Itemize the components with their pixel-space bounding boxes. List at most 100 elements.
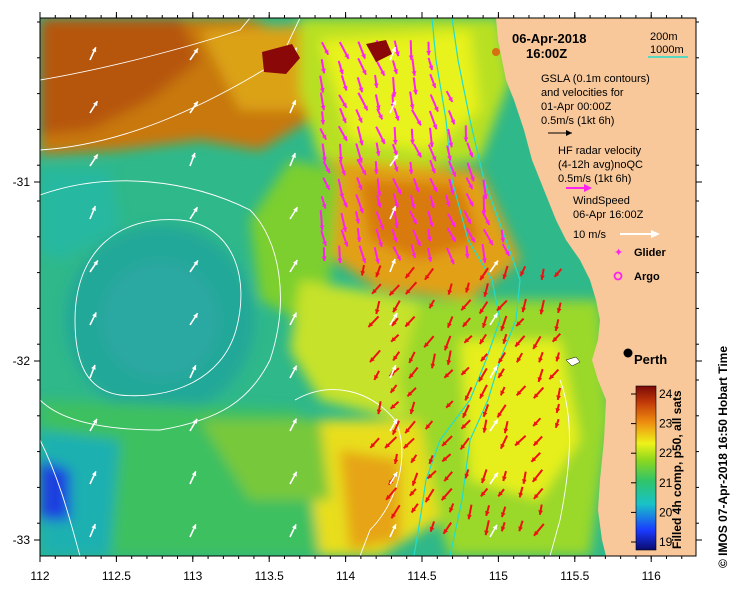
sst-field xyxy=(40,18,696,556)
hf-radar-arrow-head xyxy=(460,444,466,450)
glider-label: Glider xyxy=(634,247,667,259)
x-tick-label: 113 xyxy=(183,569,202,583)
wind-arrow-head xyxy=(392,472,398,478)
hf-radar-arrow-head xyxy=(379,224,385,230)
bathy-contours xyxy=(413,18,521,556)
wind-arrow-head xyxy=(291,100,297,106)
hf-radar-arrow-head xyxy=(403,443,409,449)
bathy-legend-1000m: 1000m xyxy=(650,44,684,56)
hf-radar-arrow-head xyxy=(447,322,452,328)
y-tick-label: -33 xyxy=(13,533,31,547)
wind-arrow-head xyxy=(292,365,297,371)
hf-radar-arrow-head xyxy=(339,69,344,75)
wind-arrow-head xyxy=(391,47,396,53)
hf-radar-arrow-head xyxy=(361,69,367,75)
wind-arrow-head xyxy=(93,260,98,266)
x-tick-label: 112 xyxy=(30,569,49,583)
hf-radar-arrow-head xyxy=(416,120,421,126)
hf-radar-arrow-head xyxy=(463,137,469,142)
wind-arrow-head xyxy=(492,524,497,530)
hf-radar-arrow-head xyxy=(416,152,422,158)
hf-radar-arrow-head xyxy=(515,341,520,347)
wind-arrow-head xyxy=(493,313,498,319)
hf-radar-arrow-head xyxy=(500,237,506,243)
hf-radar-arrow-head xyxy=(425,497,430,503)
wind-arrow-head xyxy=(493,260,499,266)
wind-arrow-head xyxy=(92,418,97,424)
hf-radar-arrow-head xyxy=(496,305,502,311)
hf-radar-arrow-head xyxy=(380,70,385,76)
wind-arrow-head xyxy=(292,418,297,424)
hf-radar-arrow-head xyxy=(533,440,539,446)
hf-radar-arrow-head xyxy=(343,241,349,247)
hf-radar-arrow-head xyxy=(466,218,471,224)
hf-radar-arrow-head xyxy=(461,423,467,429)
hf-radar-arrow-head xyxy=(470,237,475,243)
hf-radar-arrow-head xyxy=(410,203,416,209)
wind-arrow-head xyxy=(291,153,296,159)
hf-radar-arrow-head xyxy=(376,191,382,197)
hf-radar-arrow-head xyxy=(444,372,450,378)
wind-arrow-head xyxy=(393,154,399,160)
hf-radar-arrow-head xyxy=(319,225,325,230)
wind-arrow-head xyxy=(193,101,198,107)
hf-radar-arrow-head xyxy=(444,476,449,482)
x-tick-label: 115 xyxy=(489,569,508,583)
wind-arrow-head xyxy=(391,365,397,371)
hf-radar-arrow-head xyxy=(342,102,347,108)
x-tick-label: 114.5 xyxy=(407,569,436,583)
hf-radar-arrow-head xyxy=(533,493,539,499)
hf-radar-arrow-head xyxy=(409,357,414,363)
hf-radar-arrow-head xyxy=(361,169,366,175)
hf-radar-arrow-head xyxy=(376,409,382,415)
hf-radar-arrow-head xyxy=(431,156,437,162)
hf-radar-arrow-head xyxy=(392,320,397,326)
x-tick-label: 116 xyxy=(642,569,661,583)
warm-spot xyxy=(262,44,300,74)
hf-radar-arrow-head xyxy=(483,194,488,199)
wind-arrow-head xyxy=(91,471,97,477)
hf-radar-arrow-head xyxy=(482,411,488,417)
hf-radar-arrow-head xyxy=(411,507,417,513)
hf-radar-arrow-head xyxy=(359,208,364,214)
hf-radar-arrow-head xyxy=(396,255,401,261)
hf-radar-arrow-head xyxy=(555,408,561,413)
wind-arrow-head xyxy=(292,471,297,477)
argo-marker-top xyxy=(492,48,500,56)
colorbar-tick-label: 19 xyxy=(659,535,673,549)
glider-icon: ✦ xyxy=(614,246,623,259)
hf-radar-arrow-head xyxy=(413,89,418,95)
hf-radar-arrow-head xyxy=(538,509,544,515)
hf-radar-arrow-head xyxy=(518,492,524,498)
hf-radar-arrow-head xyxy=(373,83,379,88)
hf-radar-arrow-head xyxy=(497,412,502,418)
hf-radar-arrow-head xyxy=(392,139,398,145)
hf-radar-arrow-head xyxy=(516,321,521,327)
hf-radar-arrow-head xyxy=(357,184,363,190)
hf-radar-arrow-head xyxy=(441,495,447,501)
hf-radar-arrow-head xyxy=(415,187,420,193)
hf-radar-arrow-head xyxy=(372,288,377,294)
gsla-legend-arrowhead xyxy=(566,130,572,136)
hf-radar-arrow-head xyxy=(447,289,453,295)
y-tick-label: -32 xyxy=(13,354,31,368)
y-axis: -31 -32 -33 xyxy=(13,21,702,547)
hf-radar-arrow-head xyxy=(465,395,470,401)
y-tick-label: -31 xyxy=(13,175,31,189)
hf-radar-arrow-head xyxy=(432,124,438,130)
gsla-legend-line1: GSLA (0.1m contours) xyxy=(541,73,650,85)
hf-radar-arrow-head xyxy=(449,507,454,513)
hf-radar-arrow-head xyxy=(375,105,381,110)
hf-radar-arrow-head xyxy=(393,69,398,74)
hf-radar-arrow-head xyxy=(320,105,326,111)
hf-radar-arrow-head xyxy=(356,237,362,242)
hf-radar-arrow-head xyxy=(321,68,326,74)
hf-radar-arrow-head xyxy=(411,480,417,486)
hf-radar-arrow-head xyxy=(446,360,452,365)
hf-radar-arrow-head xyxy=(485,510,490,516)
wind-arrow-head xyxy=(391,206,397,212)
hf-radar-arrow-head xyxy=(533,344,538,350)
hf-radar-arrow-head xyxy=(393,150,398,156)
plot-frame xyxy=(39,17,697,557)
hf-radar-arrow-head xyxy=(360,270,366,276)
